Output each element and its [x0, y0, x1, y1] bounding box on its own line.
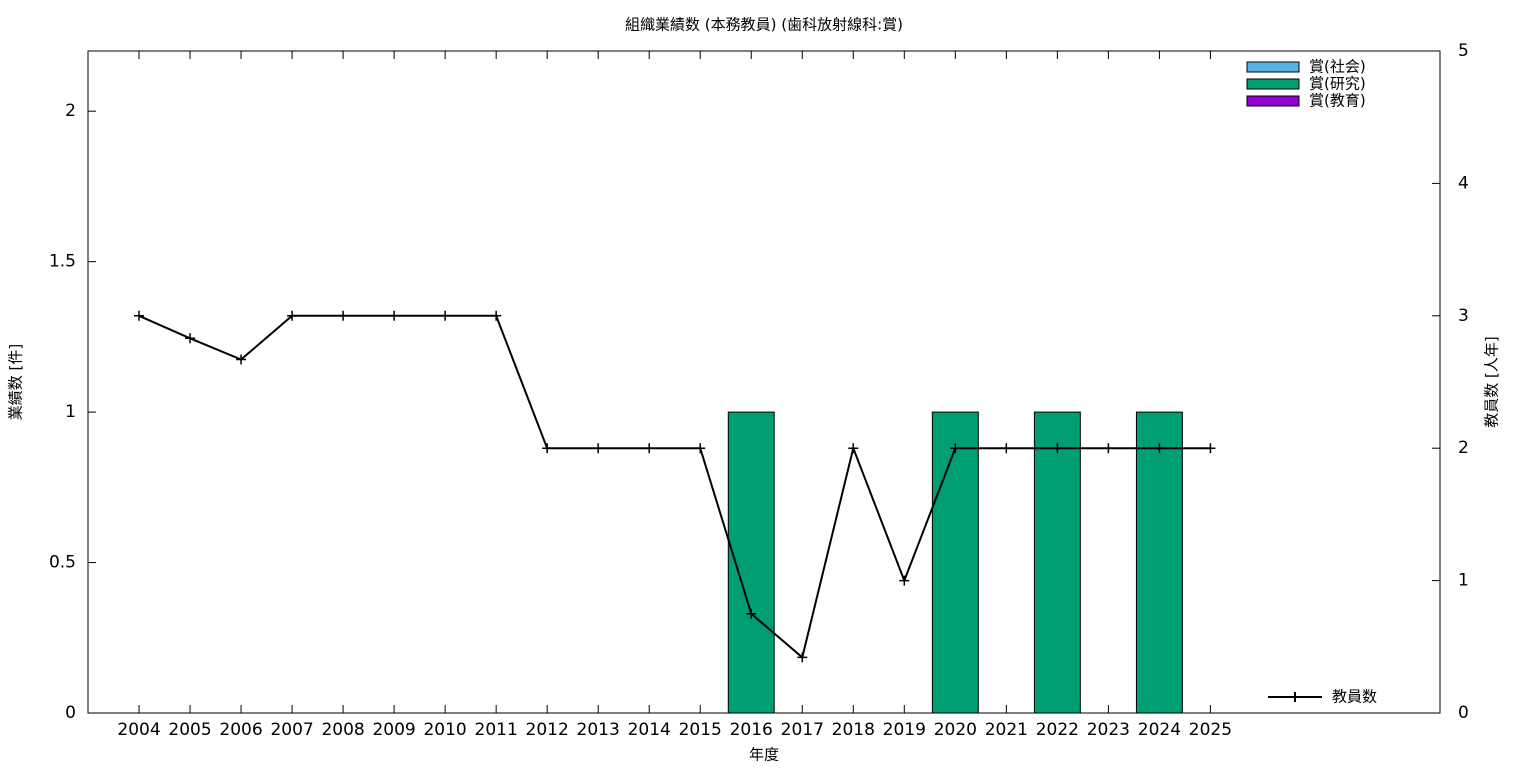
y2-axis-label: 教員数 [人年] — [1483, 336, 1501, 427]
bar — [1033, 411, 1081, 714]
legend-label: 教員数 — [1332, 688, 1377, 706]
x-tick-label: 2025 — [1189, 720, 1232, 740]
point — [695, 443, 706, 454]
point — [797, 652, 808, 663]
x-tick-label: 2023 — [1087, 720, 1130, 740]
point — [185, 333, 196, 344]
point — [1154, 443, 1165, 454]
line — [138, 314, 1211, 660]
x-tick-label: 2004 — [117, 720, 160, 740]
point — [1001, 443, 1012, 454]
bar — [1135, 411, 1183, 714]
x-tick-label: 2006 — [219, 720, 262, 740]
legend-label: 賞(社会) — [1309, 58, 1366, 76]
y-tick-label: 0.5 — [49, 553, 76, 573]
y2-tick-label: 0 — [1458, 703, 1469, 723]
x-tick-label: 2013 — [577, 720, 620, 740]
y2-tick-label: 5 — [1458, 41, 1469, 61]
y-axis-label: 業績数 [件] — [7, 344, 25, 420]
x-tick-label: 2010 — [423, 720, 466, 740]
point — [899, 575, 910, 586]
y2-tick-label: 4 — [1458, 173, 1469, 193]
point — [593, 443, 604, 454]
x-axis-label: 年度 — [749, 746, 779, 764]
bar — [931, 411, 979, 714]
point — [287, 310, 298, 321]
point — [338, 310, 349, 321]
x-tick-label: 2016 — [730, 720, 773, 740]
point — [1052, 443, 1063, 454]
y-tick-label: 1.5 — [49, 252, 76, 272]
point — [644, 443, 655, 454]
x-tick-label: 2009 — [372, 720, 415, 740]
x-tick-label: 2018 — [832, 720, 875, 740]
point — [491, 310, 502, 321]
point — [389, 310, 400, 321]
point — [1205, 443, 1216, 454]
x-tick-label: 2017 — [781, 720, 824, 740]
x-tick-label: 2019 — [883, 720, 926, 740]
x-tick-label: 2021 — [985, 720, 1028, 740]
x-tick-label: 2015 — [679, 720, 722, 740]
point — [746, 608, 757, 619]
point — [134, 310, 145, 321]
x-tick-label: 2007 — [270, 720, 313, 740]
x-tick-label: 2024 — [1138, 720, 1181, 740]
legend-label: 賞(研究) — [1309, 75, 1366, 93]
y2-tick-label: 1 — [1458, 571, 1469, 591]
legend-swatch — [1246, 95, 1300, 107]
y2-tick-label: 3 — [1458, 306, 1469, 326]
point — [1103, 443, 1114, 454]
y-tick-label: 0 — [65, 703, 76, 723]
y-tick-label: 1 — [65, 402, 76, 422]
y2-tick-label: 2 — [1458, 438, 1469, 458]
point — [440, 310, 451, 321]
point — [542, 443, 553, 454]
x-tick-label: 2011 — [475, 720, 518, 740]
x-tick-label: 2008 — [321, 720, 364, 740]
y-tick-label: 2 — [65, 101, 76, 121]
x-tick-label: 2020 — [934, 720, 977, 740]
chart-title: 組織業績数 (本務教員) (歯科放射線科:賞) — [625, 16, 903, 34]
legend-swatch — [1246, 78, 1300, 90]
legend-label: 賞(教育) — [1309, 92, 1366, 110]
point — [950, 443, 961, 454]
legend-swatch — [1246, 61, 1300, 73]
x-tick-label: 2014 — [628, 720, 671, 740]
point — [236, 354, 247, 365]
x-tick-label: 2022 — [1036, 720, 1079, 740]
x-tick-label: 2012 — [526, 720, 569, 740]
x-tick-label: 2005 — [168, 720, 211, 740]
legend-line — [1268, 692, 1322, 702]
point — [848, 443, 859, 454]
